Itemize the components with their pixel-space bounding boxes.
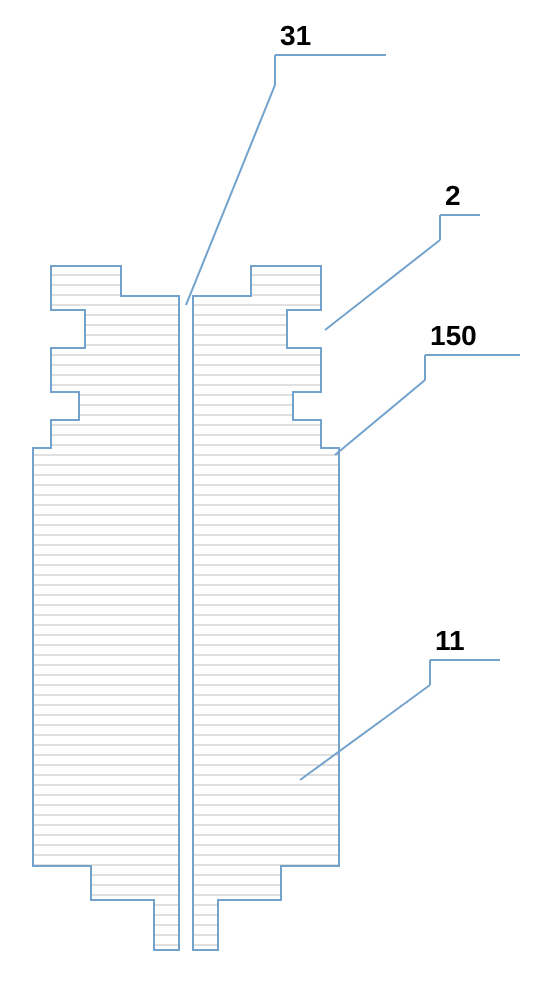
callout-label-2: 2	[445, 180, 461, 212]
diagram-container: 31 2 150 11	[0, 0, 560, 1000]
callout-label-31: 31	[280, 20, 311, 52]
technical-drawing	[0, 0, 560, 1000]
callout-label-11: 11	[435, 625, 465, 657]
callout-label-150: 150	[430, 320, 477, 352]
